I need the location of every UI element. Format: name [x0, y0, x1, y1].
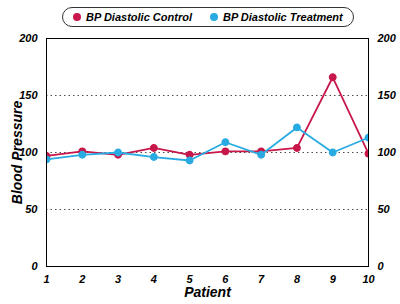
svg-text:50: 50: [25, 203, 38, 215]
svg-text:3: 3: [115, 273, 121, 285]
svg-text:5: 5: [186, 273, 193, 286]
svg-text:4: 4: [150, 273, 157, 285]
svg-text:0: 0: [378, 260, 385, 272]
html-text:BP Diastolic Control: BP Diastolic Control: [86, 11, 192, 23]
svg-text:150: 150: [378, 89, 397, 101]
svg-text:150: 150: [19, 89, 38, 101]
svg-text:Blood Pressure: Blood Pressure: [9, 101, 25, 205]
svg-text:0: 0: [31, 260, 38, 272]
svg-text:100: 100: [378, 146, 397, 158]
svg-text:200: 200: [377, 32, 397, 44]
svg-text:1: 1: [43, 273, 49, 285]
svg-text:200: 200: [18, 32, 38, 44]
svg-text:10: 10: [362, 273, 375, 285]
svg-text:8: 8: [294, 273, 301, 285]
svg-text:50: 50: [378, 203, 391, 215]
svg-text:7: 7: [258, 273, 265, 285]
svg-text:Patient: Patient: [184, 284, 232, 300]
svg-text:100: 100: [19, 146, 38, 158]
svg-text:9: 9: [330, 273, 337, 285]
svg-text:2: 2: [78, 273, 85, 285]
svg-text:6: 6: [222, 273, 229, 286]
html-text:BP Diastolic Treatment: BP Diastolic Treatment: [222, 11, 343, 23]
